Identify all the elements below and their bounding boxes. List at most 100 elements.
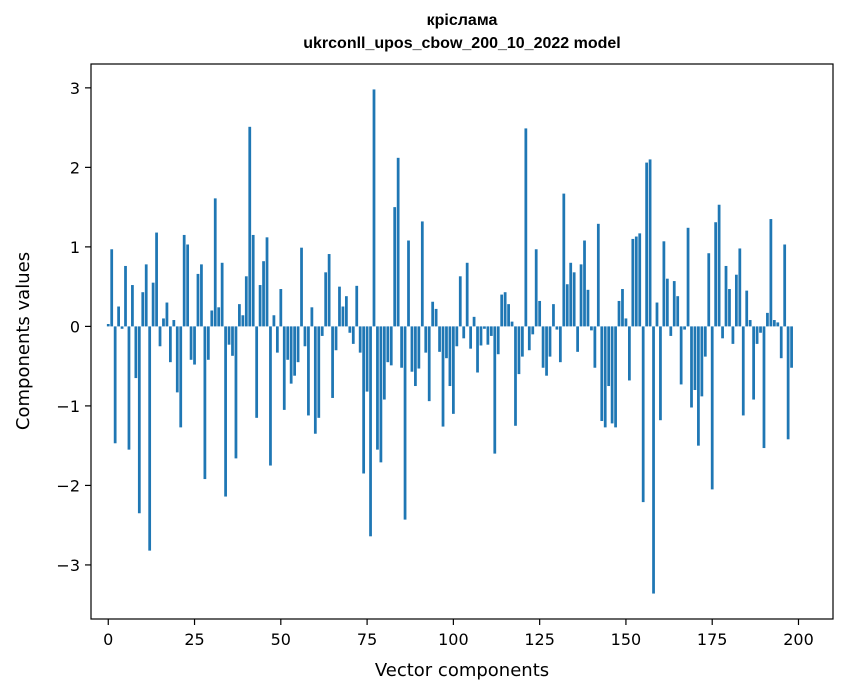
x-tick-label: 150: [611, 630, 642, 649]
bar: [234, 326, 238, 459]
bar: [217, 307, 221, 327]
bar: [414, 326, 417, 387]
bar: [317, 326, 321, 418]
y-tick-label: −1: [56, 397, 80, 416]
bar: [621, 289, 624, 327]
bar: [372, 89, 376, 327]
bar: [690, 326, 693, 408]
bar: [151, 282, 155, 327]
bar: [320, 326, 324, 336]
bar: [407, 240, 410, 327]
plot-frame: [90, 63, 834, 620]
bar: [182, 234, 186, 327]
bar: [120, 326, 124, 329]
bar: [786, 326, 790, 440]
bar: [638, 233, 642, 327]
bar: [203, 326, 207, 480]
bar: [144, 264, 148, 327]
bar: [707, 253, 711, 327]
bar: [275, 326, 279, 353]
bar: [469, 326, 473, 349]
x-tick-label: 50: [271, 630, 291, 649]
x-tick-label: 25: [184, 630, 204, 649]
bar: [596, 223, 600, 327]
bar: [238, 304, 241, 327]
bar: [362, 326, 366, 474]
bar: [296, 326, 300, 363]
bar: [345, 296, 348, 327]
bar: [355, 285, 359, 327]
bar: [189, 326, 193, 360]
bar: [341, 306, 345, 327]
bar: [148, 326, 152, 551]
bar: [427, 326, 431, 402]
bar: [351, 326, 355, 344]
bar: [662, 241, 666, 327]
bar: [548, 326, 552, 357]
bar: [721, 326, 724, 339]
bar: [172, 320, 176, 327]
bar: [127, 326, 131, 450]
bar: [358, 326, 362, 353]
bar: [783, 244, 787, 327]
bar: [752, 326, 756, 400]
bar: [769, 219, 773, 327]
bar: [683, 326, 686, 330]
bar: [441, 326, 445, 427]
bar: [196, 273, 200, 327]
bar: [593, 326, 597, 368]
bar: [603, 326, 607, 428]
bar: [293, 326, 296, 376]
bar: [324, 272, 328, 327]
bar: [386, 326, 390, 363]
bar: [424, 326, 428, 353]
bar: [376, 326, 379, 450]
bar: [524, 128, 528, 327]
bar: [200, 264, 203, 327]
bar: [251, 234, 255, 327]
bar: [624, 318, 628, 327]
bar: [538, 300, 542, 327]
bar: [300, 247, 303, 327]
bar: [679, 326, 683, 385]
bar: [717, 204, 721, 327]
bar: [576, 326, 579, 352]
bar: [772, 320, 776, 327]
bar: [255, 326, 259, 418]
bar: [614, 326, 617, 428]
bar: [279, 289, 283, 327]
bar: [476, 326, 479, 373]
y-tick-label: −3: [56, 556, 80, 575]
bar: [669, 326, 673, 336]
bar: [738, 248, 742, 327]
bar: [438, 326, 441, 352]
x-tick-label: 200: [783, 630, 814, 649]
bar: [465, 262, 469, 327]
bar: [741, 326, 745, 416]
bar: [331, 326, 334, 398]
bar: [748, 320, 752, 327]
bar: [676, 296, 680, 327]
bar: [776, 322, 780, 327]
bar: [213, 198, 217, 327]
bar: [586, 289, 590, 327]
bar: [348, 326, 352, 333]
bar: [648, 159, 652, 327]
chart-subtitle: ukrconll_upos_cbow_200_10_2022 model: [303, 35, 621, 52]
bar: [483, 326, 486, 329]
bar: [521, 326, 524, 357]
y-tick-label: 2: [70, 158, 80, 177]
x-axis-label: Vector components: [375, 660, 549, 681]
bar: [665, 278, 669, 327]
bar: [420, 221, 424, 327]
bar: [210, 310, 214, 327]
bar: [545, 326, 548, 376]
bar: [124, 265, 127, 327]
bar: [286, 326, 290, 360]
bar: [472, 316, 476, 327]
bar: [572, 272, 576, 327]
bar: [486, 326, 490, 345]
bar: [227, 326, 231, 345]
bar: [607, 326, 611, 387]
